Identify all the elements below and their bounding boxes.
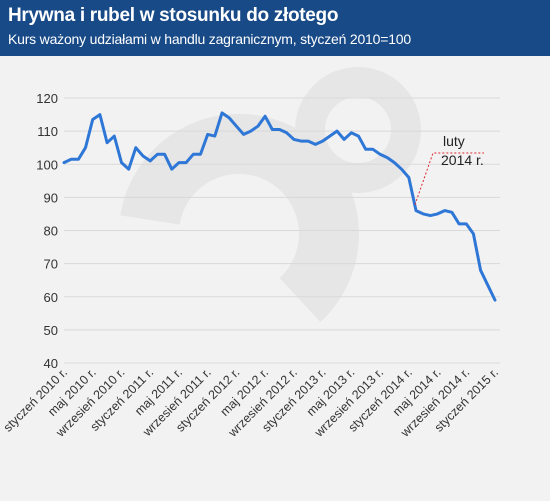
x-axis: styczeń 2010 r.maj 2010 r.wrzesień 2010 …	[1, 365, 501, 440]
annotation: luty 2014 r.	[414, 133, 484, 205]
watermark-ring	[295, 67, 421, 193]
annotation-leader	[414, 152, 484, 205]
series-line-path	[62, 111, 497, 302]
y-tick-label: 50	[44, 323, 58, 338]
chart-title: Hrywna i rubel w stosunku do złotego	[8, 5, 339, 26]
y-tick-label: 40	[44, 356, 58, 371]
watermark-arc	[120, 113, 359, 322]
y-tick-label: 70	[44, 257, 58, 272]
series-line	[62, 111, 497, 302]
annotation-label-line1: luty	[443, 133, 465, 149]
y-tick-label: 100	[36, 157, 58, 172]
chart-grid	[64, 97, 500, 364]
y-tick-label: 110	[37, 124, 58, 139]
y-tick-label: 60	[44, 290, 58, 305]
annotation-label-line2: 2014 r.	[441, 152, 484, 168]
y-axis: 40 50 60 70 80 90 100 110 120	[36, 91, 58, 371]
line-chart: 40 50 60 70 80 90 100 110 120 styczeń 2010 r.maj…	[1, 67, 501, 440]
y-tick-label: 80	[44, 224, 58, 239]
chart-subtitle: Kurs ważony udziałami w handlu zagranicz…	[8, 31, 411, 47]
y-tick-label: 90	[44, 190, 58, 205]
y-tick-label: 120	[36, 91, 58, 106]
chart-header: Hrywna i rubel w stosunku do złotego Kur…	[0, 0, 550, 56]
watermark-logo	[120, 67, 421, 322]
